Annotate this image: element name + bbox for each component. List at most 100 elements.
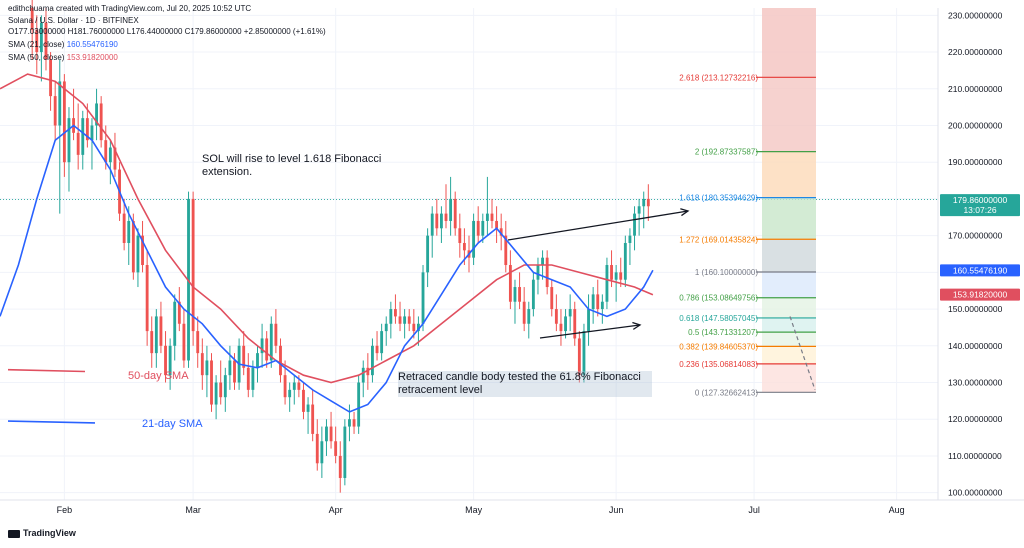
sma21-legend-line: [7, 420, 96, 424]
fib-level-label: 0.382 (139.84605370): [679, 342, 758, 351]
price-tick-label: 200.00000000: [948, 120, 1003, 130]
candle-body: [223, 375, 227, 398]
price-tick-label: 230.00000000: [948, 10, 1003, 20]
candle-body: [421, 272, 425, 324]
candle-body: [490, 213, 494, 221]
candle-body: [394, 309, 397, 317]
candle-body: [550, 287, 554, 310]
candle-body: [573, 309, 577, 339]
candle-body: [49, 59, 53, 97]
candle-body: [614, 272, 618, 280]
candle-body: [200, 353, 204, 376]
ohlc-readout: O177.03000000 H181.76000000 L176.4400000…: [8, 27, 326, 36]
candle-body: [587, 309, 590, 332]
candle-body: [159, 316, 163, 346]
sma21-line: [0, 124, 654, 413]
price-tick-label: 170.00000000: [948, 231, 1003, 241]
candle-body: [637, 206, 641, 214]
sma21-legend[interactable]: SMA (21, close) 160.55476190: [8, 40, 118, 49]
candle-body: [297, 382, 301, 390]
fib-dashed-line: [789, 316, 816, 391]
sma50-badge: 153.91820000: [953, 290, 1008, 300]
candle-body: [527, 309, 531, 324]
candle-body: [531, 279, 535, 310]
candle-body: [449, 198, 453, 221]
candle-body: [596, 294, 600, 310]
candle-body: [646, 198, 650, 207]
candle-body: [513, 287, 517, 302]
candle-body: [407, 316, 411, 324]
candle-body: [357, 382, 361, 427]
candle-body: [435, 213, 439, 229]
candle-body: [228, 360, 232, 376]
fib-band: [762, 151, 816, 198]
sma50-badge-bg: [940, 288, 1020, 301]
candles: [30, 0, 650, 493]
candle-body: [246, 367, 250, 390]
candle-body: [269, 323, 273, 361]
candle-body: [389, 309, 393, 324]
candle-body: [95, 103, 98, 126]
candle-body: [99, 103, 103, 141]
candle-body: [619, 272, 623, 280]
candle-body: [380, 331, 384, 354]
candle-body: [472, 220, 476, 258]
candle-body: [398, 316, 402, 324]
candle-body: [476, 220, 480, 236]
candle-body: [384, 323, 388, 332]
candle-body: [39, 22, 43, 53]
price-tick-label: 190.00000000: [948, 157, 1003, 167]
candle-body: [141, 235, 144, 266]
price-tick-label: 140.00000000: [948, 341, 1003, 351]
candle-body: [122, 213, 126, 243]
candle-body: [315, 433, 319, 464]
candle-body: [292, 382, 296, 390]
candle-body: [260, 338, 264, 354]
candle-body: [338, 455, 342, 478]
symbol-line: Solana / U.S. Dollar · 1D · BITFINEX: [8, 16, 139, 25]
sma50-line: [0, 73, 654, 384]
candle-body: [210, 360, 213, 405]
candle-body: [348, 419, 351, 427]
candle-body: [53, 96, 57, 126]
candle-body: [191, 198, 195, 332]
candle-body: [283, 375, 287, 398]
fib-band: [762, 346, 816, 364]
price-tick-label: 110.00000000: [948, 451, 1002, 461]
fib-level-label: 0.618 (147.58057045): [679, 314, 758, 323]
candle-body: [311, 404, 315, 434]
fib-level-label: 1 (160.10000000): [695, 268, 759, 277]
last-price-badge: 179.86000000: [953, 195, 1008, 205]
fib-band: [762, 317, 816, 333]
sma50-legend[interactable]: SMA (50, close) 153.91820000: [8, 53, 118, 62]
time-tick-label: Feb: [57, 505, 73, 515]
fib-band-top: [762, 8, 816, 78]
candle-body: [288, 389, 292, 398]
fib-band: [762, 332, 816, 347]
candle-body: [453, 198, 457, 229]
price-axis: 230.00000000 220.00000000 210.00000000 200.…: [937, 8, 1003, 500]
candle-body: [605, 265, 609, 302]
candle-body: [522, 301, 526, 324]
time-tick-label: Aug: [889, 505, 905, 515]
candle-body: [182, 323, 186, 361]
candle-body: [168, 345, 172, 376]
candle-body: [67, 118, 71, 163]
candle-body: [81, 118, 85, 155]
fib-band: [762, 271, 816, 298]
fib-band: [762, 77, 816, 152]
tradingview-brand[interactable]: TradingView: [8, 528, 76, 538]
candle-body: [623, 242, 627, 280]
candle-body: [426, 235, 430, 273]
time-tick-label: Mar: [185, 505, 201, 515]
candle-body: [518, 287, 522, 302]
candle-body: [600, 301, 604, 310]
candle-body: [173, 301, 177, 346]
time-tick-label: Jun: [609, 505, 624, 515]
candle-body: [481, 220, 485, 236]
fibonacci-bands: [756, 8, 816, 393]
candle-body: [582, 331, 586, 376]
time-tick-label: Jul: [748, 505, 760, 515]
candle-body: [541, 257, 544, 266]
